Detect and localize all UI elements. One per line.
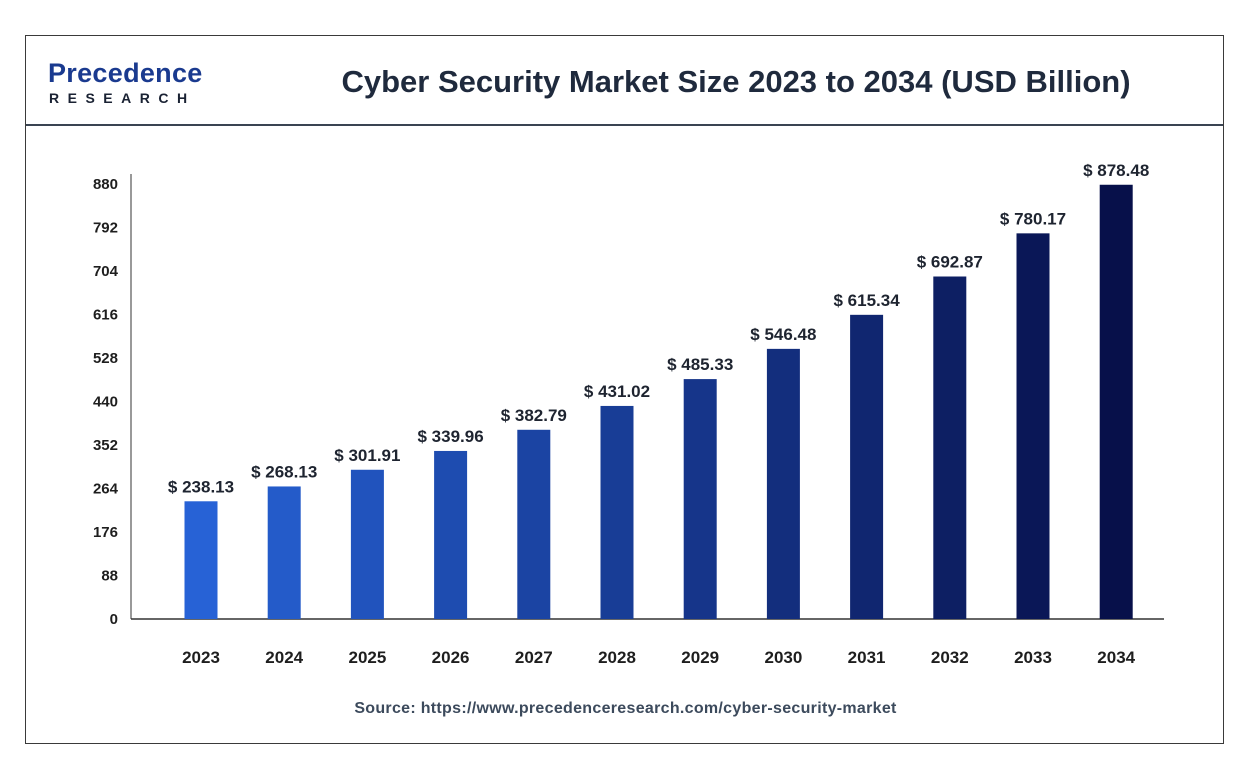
logo-subtitle: RESEARCH <box>49 90 196 106</box>
x-tick-label: 2031 <box>848 648 886 667</box>
data-label-2029: $ 485.33 <box>667 355 733 374</box>
bar-2026 <box>434 450 468 619</box>
bar-2033 <box>1016 233 1050 619</box>
data-label-2026: $ 339.96 <box>418 427 484 446</box>
source-note: Source: https://www.precedenceresearch.c… <box>354 700 897 717</box>
x-tick-label: 2033 <box>1014 648 1052 667</box>
y-tick-label: 616 <box>93 307 118 324</box>
bar-2030 <box>766 348 800 619</box>
bar-2023 <box>184 501 218 619</box>
data-label-2023: $ 238.13 <box>168 477 234 496</box>
data-label-2025: $ 301.91 <box>334 446 400 465</box>
x-tick-label: 2025 <box>348 648 386 667</box>
x-tick-label: 2028 <box>598 648 636 667</box>
bar-2034 <box>1099 184 1133 620</box>
x-tick-label: 2027 <box>515 648 553 667</box>
y-tick-label: 704 <box>93 263 119 280</box>
logo-wordmark: Precedence <box>48 58 203 88</box>
data-label-2028: $ 431.02 <box>584 382 650 401</box>
bar-2029 <box>683 379 717 619</box>
y-tick-label: 880 <box>93 176 118 193</box>
y-tick-label: 528 <box>93 350 118 367</box>
y-tick-label: 264 <box>93 481 119 498</box>
precedence-research-logo: Precedence RESEARCH <box>48 58 228 110</box>
x-tick-label: 2030 <box>764 648 802 667</box>
data-label-2030: $ 546.48 <box>750 325 816 344</box>
x-tick-label: 2034 <box>1097 648 1135 667</box>
bar-2027 <box>517 429 551 619</box>
y-tick-label: 440 <box>93 394 118 411</box>
bar-chart: 0 88 176 264 352 440 528 616 704 792 880 $ 238.13 20… <box>93 161 1164 667</box>
bar-2031 <box>850 314 884 619</box>
x-tick-label: 2023 <box>182 648 220 667</box>
x-tick-label: 2029 <box>681 648 719 667</box>
y-tick-label: 176 <box>93 524 118 541</box>
bar-2032 <box>933 276 967 619</box>
chart-title: Cyber Security Market Size 2023 to 2034 … <box>341 64 1131 99</box>
data-label-2034: $ 878.48 <box>1083 161 1149 180</box>
y-tick-label: 792 <box>93 220 118 237</box>
chart-header: Precedence RESEARCH Cyber Security Marke… <box>26 36 1223 126</box>
x-tick-label: 2032 <box>931 648 969 667</box>
bar-2024 <box>267 486 301 619</box>
bar-2025 <box>350 469 384 619</box>
data-label-2024: $ 268.13 <box>251 462 317 481</box>
chart-frame: Precedence RESEARCH Cyber Security Marke… <box>25 35 1224 744</box>
data-label-2027: $ 382.79 <box>501 406 567 425</box>
x-tick-label: 2024 <box>265 648 303 667</box>
data-label-2032: $ 692.87 <box>917 253 983 272</box>
y-tick-label: 88 <box>101 568 118 585</box>
x-tick-label: 2026 <box>432 648 470 667</box>
data-label-2033: $ 780.17 <box>1000 209 1066 228</box>
bar-2028 <box>600 405 634 619</box>
data-label-2031: $ 615.34 <box>834 291 901 310</box>
y-tick-label: 0 <box>110 611 118 628</box>
y-tick-label: 352 <box>93 437 118 454</box>
